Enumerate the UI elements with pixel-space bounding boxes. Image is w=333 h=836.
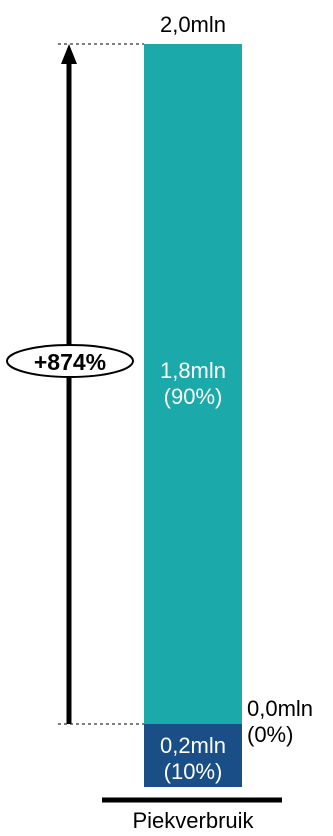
growth-arrow-head: [61, 44, 77, 64]
top-segment-share-label: (90%): [164, 384, 223, 409]
growth-label-ellipse: [6, 344, 134, 378]
top-total-label: 2,0mln: [160, 12, 226, 37]
bar-segment-bottom: [144, 724, 242, 787]
bottom-segment-share-label: (10%): [164, 759, 223, 784]
growth-label: +874%: [34, 349, 106, 375]
baseline-value-label: 0,0mln: [247, 696, 313, 721]
bottom-segment-value-label: 0,2mln: [160, 733, 226, 758]
bar-segment-top: [144, 44, 242, 724]
top-segment-value-label: 1,8mln: [160, 358, 226, 383]
category-label: Piekverbruik: [132, 808, 254, 833]
baseline-share-label: (0%): [247, 722, 293, 747]
